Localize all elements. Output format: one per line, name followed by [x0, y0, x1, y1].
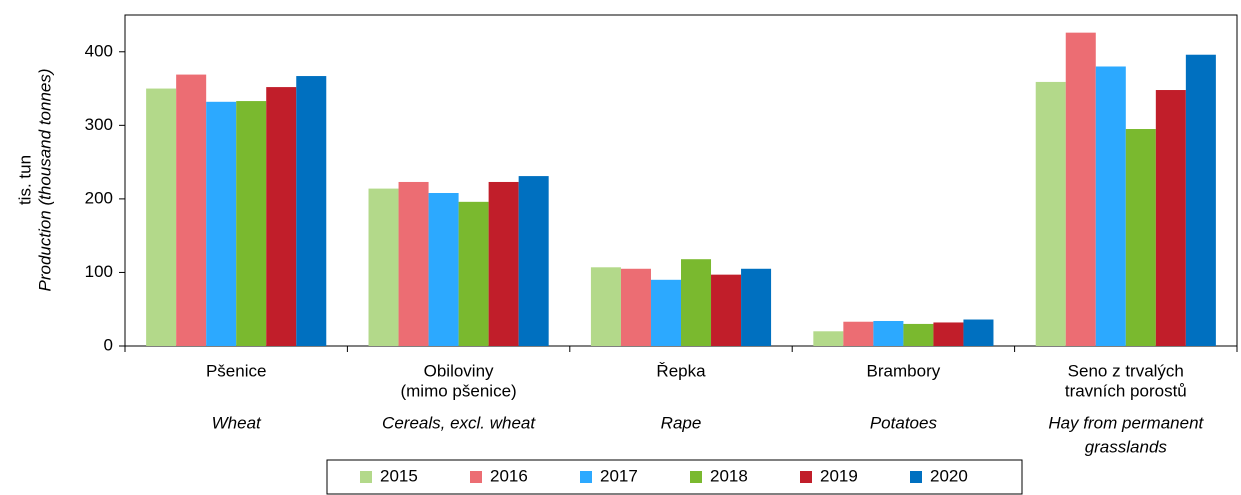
bar	[398, 181, 429, 346]
legend-label: 2016	[490, 466, 528, 485]
x-tick-label: (mimo pšenice)	[400, 381, 516, 400]
x-tick-label-en: Potatoes	[870, 413, 938, 432]
x-tick-label: Seno z trvalých	[1068, 361, 1184, 380]
bar	[741, 268, 772, 346]
y-label-en: Production (thousand tonnes)	[35, 68, 54, 291]
y-tick-label: 0	[104, 335, 113, 354]
legend-swatch	[690, 471, 702, 483]
x-tick-label-en: Cereals, excl. wheat	[382, 413, 536, 432]
bar	[368, 188, 399, 346]
bar	[1185, 54, 1216, 346]
legend-swatch	[910, 471, 922, 483]
legend-swatch	[360, 471, 372, 483]
x-tick-label: travních porostů	[1065, 381, 1187, 400]
y-tick-label: 300	[85, 115, 113, 134]
bar	[206, 101, 237, 346]
bar	[1035, 81, 1066, 347]
legend-label: 2019	[820, 466, 858, 485]
legend-label: 2018	[710, 466, 748, 485]
bar	[650, 279, 681, 346]
y-tick-label: 100	[85, 262, 113, 281]
bar	[146, 88, 177, 347]
bar	[681, 259, 712, 346]
x-tick-label: Řepka	[656, 361, 706, 380]
bar	[1095, 66, 1126, 346]
bar	[711, 274, 742, 346]
bar	[488, 181, 519, 346]
bar	[236, 101, 267, 346]
y-axis-label: tis. tun Production (thousand tonnes)	[15, 68, 54, 291]
x-tick-label-en: Rape	[661, 413, 702, 432]
bar	[873, 320, 904, 346]
legend-label: 2017	[600, 466, 638, 485]
x-tick-label: Pšenice	[206, 361, 266, 380]
bar	[1065, 32, 1096, 347]
legend-swatch	[800, 471, 812, 483]
bar	[296, 76, 327, 346]
y-tick-label: 200	[85, 188, 113, 207]
bar	[813, 331, 844, 346]
legend-label: 2015	[380, 466, 418, 485]
x-tick-label-en: grasslands	[1085, 437, 1168, 456]
y-label-cz: tis. tun	[15, 155, 34, 205]
legend-frame	[326, 459, 1023, 495]
bar	[903, 323, 934, 346]
x-tick-label-en: Wheat	[212, 413, 262, 432]
bar	[1155, 90, 1186, 346]
bar	[843, 321, 874, 346]
bar	[176, 74, 207, 346]
bar	[428, 193, 459, 346]
bar	[518, 176, 549, 346]
legend-label: 2020	[930, 466, 968, 485]
y-tick-label: 400	[85, 41, 113, 60]
legend-swatch	[580, 471, 592, 483]
x-tick-label-en: Hay from permanent	[1048, 413, 1204, 432]
bar	[933, 322, 964, 346]
x-tick-label: Brambory	[867, 361, 941, 380]
bar	[590, 267, 621, 346]
bar	[620, 268, 651, 346]
x-tick-label: Obiloviny	[424, 361, 494, 380]
legend-swatch	[470, 471, 482, 483]
bar	[458, 201, 489, 346]
bar	[1125, 129, 1156, 346]
bar	[963, 319, 994, 346]
bar	[266, 87, 297, 346]
